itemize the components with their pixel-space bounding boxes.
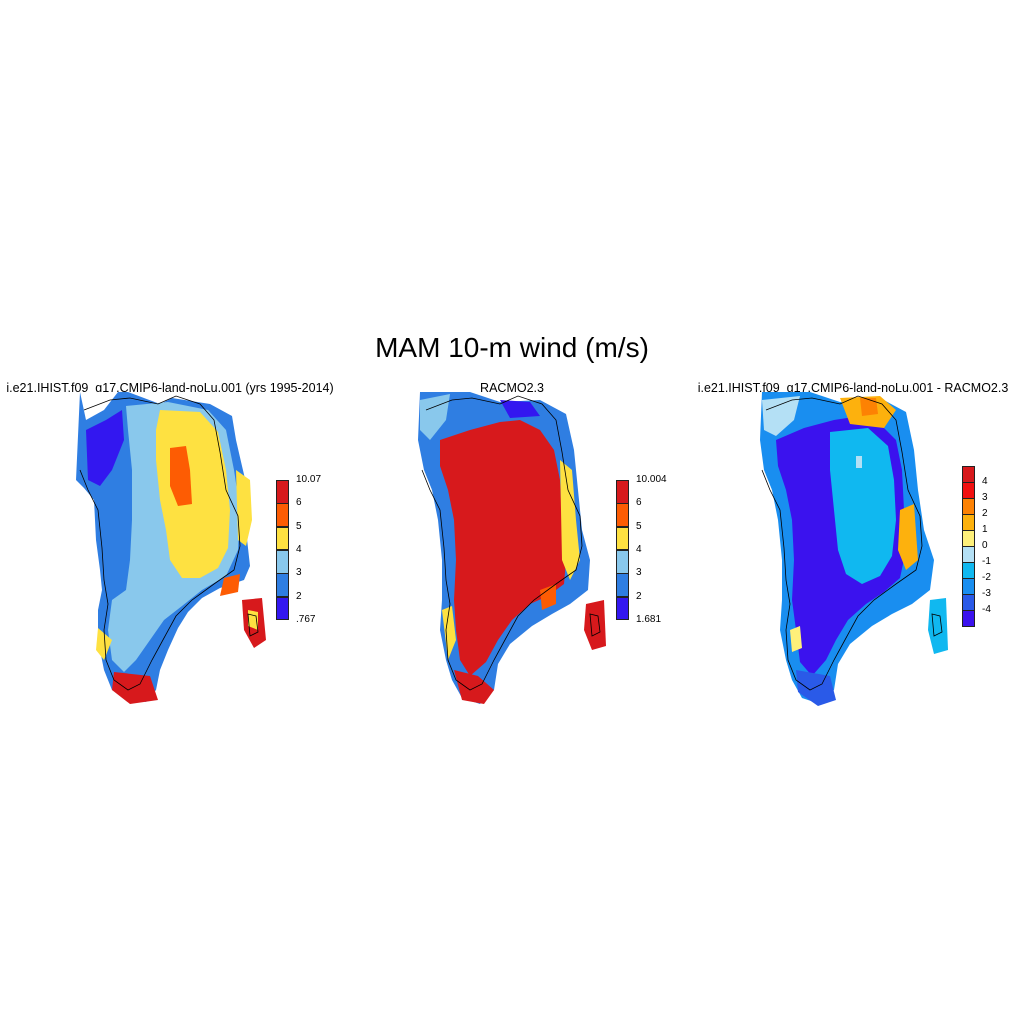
colorbar-swatch: [276, 480, 289, 504]
colorbar-tick-label: 6: [296, 497, 302, 509]
colorbar-swatch: [276, 526, 289, 551]
colorbar-tick-label: 0: [982, 540, 988, 551]
colorbar-tick-label: 2: [296, 590, 302, 602]
colorbar-swatch: [962, 610, 975, 627]
colorbar-tick-label: 1.681: [636, 614, 662, 625]
greenland-field-model: [76, 392, 266, 704]
colorbar-tick-label: 10.004: [636, 474, 667, 485]
colorbar-swatch: [616, 503, 629, 528]
colorbar-tick-label: -1: [982, 556, 991, 567]
greenland-field-difference: [760, 392, 948, 706]
colorbar-tick-label: -4: [982, 604, 991, 615]
colorbar-tick-label: 2: [636, 590, 642, 602]
colorbar-swatch: [616, 480, 629, 504]
colorbar-swatch: [616, 596, 629, 621]
colorbar-tick-label: 3: [982, 492, 988, 503]
colorbar-swatch: [276, 596, 289, 621]
coastline-difference: [761, 395, 923, 691]
colorbar-swatch: [276, 550, 289, 574]
colorbar-tick-label: 5: [636, 520, 642, 532]
coastline-racmo: [421, 395, 583, 691]
colorbar-tick-label: 2: [982, 508, 988, 519]
colorbar-tick-label: 4: [982, 476, 988, 487]
colorbar-model: 10.07 6 5 4 3 2 .767: [276, 475, 326, 630]
greenland-field-racmo: [418, 392, 606, 704]
panel-title-model: i.e21.IHIST.f09_g17.CMIP6-land-noLu.001 …: [6, 381, 334, 395]
colorbar-swatch: [962, 578, 975, 595]
panel-title-difference: i.e21.IHIST.f09_g17.CMIP6-land-noLu.001 …: [697, 381, 1009, 395]
colorbar-tick-label: 10.07: [296, 474, 322, 485]
colorbar-tick-label: 4: [636, 544, 642, 555]
colorbar-swatch: [962, 482, 975, 499]
colorbar-swatch: [616, 550, 629, 574]
colorbar-tick-label: .767: [296, 614, 316, 625]
colorbar-swatch: [962, 466, 975, 483]
colorbar-racmo: 10.004 6 5 4 3 2 1.681: [616, 475, 676, 630]
colorbar-swatch: [962, 562, 975, 579]
colorbar-tick-label: 4: [296, 544, 302, 555]
colorbar-swatch: [276, 503, 289, 528]
colorbar-tick-label: 3: [296, 567, 302, 579]
colorbar-swatch: [276, 573, 289, 598]
colorbar-swatch: [962, 498, 975, 515]
colorbar-tick-label: 1: [982, 524, 988, 535]
colorbar-swatch: [962, 546, 975, 563]
colorbar-swatch: [962, 530, 975, 547]
colorbar-tick-label: -2: [982, 572, 991, 583]
colorbar-swatch: [616, 526, 629, 551]
colorbar-swatch: [962, 594, 975, 611]
colorbar-tick-label: -3: [982, 588, 991, 599]
colorbar-difference: 4 3 2 1 0 -1 -2 -3 -4: [962, 466, 1002, 636]
colorbar-tick-label: 5: [296, 520, 302, 532]
colorbar-tick-label: 3: [636, 567, 642, 579]
figure-title: MAM 10-m wind (m/s): [375, 332, 649, 363]
panel-title-racmo: RACMO2.3: [480, 381, 544, 395]
coastline-model: [79, 395, 241, 691]
colorbar-swatch: [616, 573, 629, 598]
colorbar-swatch: [962, 514, 975, 531]
colorbar-tick-label: 6: [636, 497, 642, 509]
